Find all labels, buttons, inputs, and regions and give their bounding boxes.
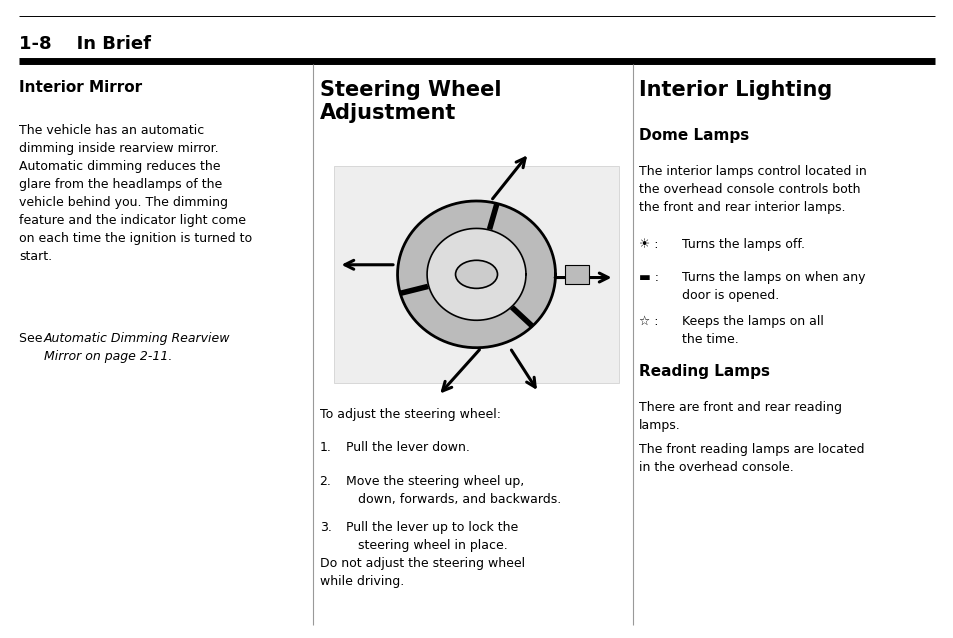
Circle shape <box>456 260 497 288</box>
Text: 1-8    In Brief: 1-8 In Brief <box>19 35 151 53</box>
Text: Steering Wheel
Adjustment: Steering Wheel Adjustment <box>319 80 500 123</box>
Text: ☀ :: ☀ : <box>639 238 658 251</box>
Text: There are front and rear reading
lamps.: There are front and rear reading lamps. <box>639 401 841 433</box>
Text: Interior Mirror: Interior Mirror <box>19 80 142 95</box>
Text: Pull the lever down.: Pull the lever down. <box>346 441 470 454</box>
Text: ☆ :: ☆ : <box>639 315 658 327</box>
Text: Move the steering wheel up,
   down, forwards, and backwards.: Move the steering wheel up, down, forwar… <box>346 475 561 506</box>
Text: Turns the lamps on when any
door is opened.: Turns the lamps on when any door is open… <box>681 271 864 302</box>
Text: Interior Lighting: Interior Lighting <box>639 80 832 100</box>
FancyBboxPatch shape <box>564 265 588 284</box>
FancyBboxPatch shape <box>334 166 618 383</box>
Text: Pull the lever up to lock the
   steering wheel in place.: Pull the lever up to lock the steering w… <box>346 521 518 552</box>
Text: ▬ :: ▬ : <box>639 271 659 284</box>
Text: To adjust the steering wheel:: To adjust the steering wheel: <box>319 408 500 421</box>
Polygon shape <box>427 228 525 320</box>
Text: Do not adjust the steering wheel
while driving.: Do not adjust the steering wheel while d… <box>319 557 524 588</box>
Text: 3.: 3. <box>319 521 331 533</box>
Text: The vehicle has an automatic
dimming inside rearview mirror.
Automatic dimming r: The vehicle has an automatic dimming ins… <box>19 124 252 263</box>
Text: Keeps the lamps on all
the time.: Keeps the lamps on all the time. <box>681 315 823 346</box>
Text: The front reading lamps are located
in the overhead console.: The front reading lamps are located in t… <box>639 443 863 474</box>
Text: Automatic Dimming Rearview
Mirror on page 2-11.: Automatic Dimming Rearview Mirror on pag… <box>44 332 230 363</box>
Text: The interior lamps control located in
the overhead console controls both
the fro: The interior lamps control located in th… <box>639 165 866 214</box>
Text: 1.: 1. <box>319 441 331 454</box>
Text: See: See <box>19 332 47 345</box>
Polygon shape <box>397 201 555 348</box>
Text: Turns the lamps off.: Turns the lamps off. <box>681 238 804 251</box>
Text: Reading Lamps: Reading Lamps <box>639 364 769 380</box>
Text: 2.: 2. <box>319 475 331 487</box>
Text: Dome Lamps: Dome Lamps <box>639 128 749 143</box>
